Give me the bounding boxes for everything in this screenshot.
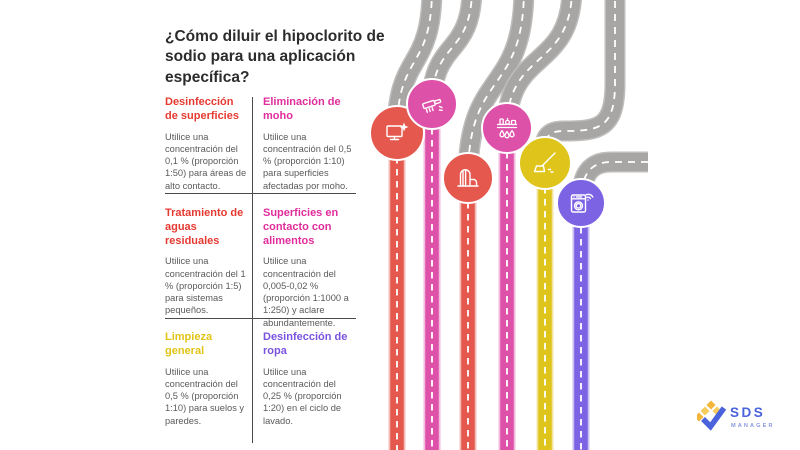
logo-check-icon <box>701 406 727 431</box>
section-surface-disinfection: Desinfección de superficies Utilice una … <box>165 96 249 192</box>
horizontal-divider-1 <box>165 193 356 194</box>
section-heading: Eliminación de moho <box>263 96 341 122</box>
gray-road-dashes <box>396 0 433 134</box>
section-body: Utilice una concentración del 0,1 % (pro… <box>165 131 247 191</box>
section-body: Utilice una concentración del 0,5 % (pro… <box>165 366 245 426</box>
section-wastewater-treatment: Tratamiento de aguas residuales Utilice … <box>165 207 251 317</box>
section-body: Utilice una concentración del 0,25 % (pr… <box>263 366 342 426</box>
section-heading: Tratamiento de aguas residuales <box>165 207 244 247</box>
section-food-contact-surfaces: Superficies en contacto con alimentos Ut… <box>263 207 359 329</box>
section-general-cleaning: Limpieza general Utilice una concentraci… <box>165 331 249 427</box>
logo-subtitle: MANAGER <box>731 423 775 429</box>
road-stop-circle <box>369 105 425 161</box>
road-stop-circle <box>442 152 494 204</box>
section-laundry-disinfection: Desinfección de ropa Utilice una concent… <box>263 331 355 427</box>
sds-manager-logo: SDS MANAGER <box>697 400 775 431</box>
section-heading: Superficies en contacto con alimentos <box>263 207 339 247</box>
page-title: ¿Cómo diluir el hipoclorito de sodio par… <box>165 28 385 86</box>
vertical-divider <box>252 97 253 443</box>
section-body: Utilice una concentración del 0,5 % (pro… <box>263 131 352 191</box>
section-heading: Desinfección de ropa <box>263 331 348 357</box>
horizontal-divider-2 <box>165 318 356 319</box>
section-heading: Limpieza general <box>165 331 213 357</box>
section-mold-removal: Eliminación de moho Utilice una concentr… <box>263 96 357 192</box>
gray-road <box>459 0 533 179</box>
gray-road-dashes <box>543 0 616 164</box>
section-heading: Desinfección de superficies <box>165 96 239 122</box>
section-body: Utilice una concentración del 1 % (propo… <box>165 256 246 316</box>
logo-name: SDS <box>730 405 765 420</box>
section-body: Utilice una concentración del 0,005-0,02… <box>263 256 349 328</box>
road-stop-circle <box>406 78 458 130</box>
